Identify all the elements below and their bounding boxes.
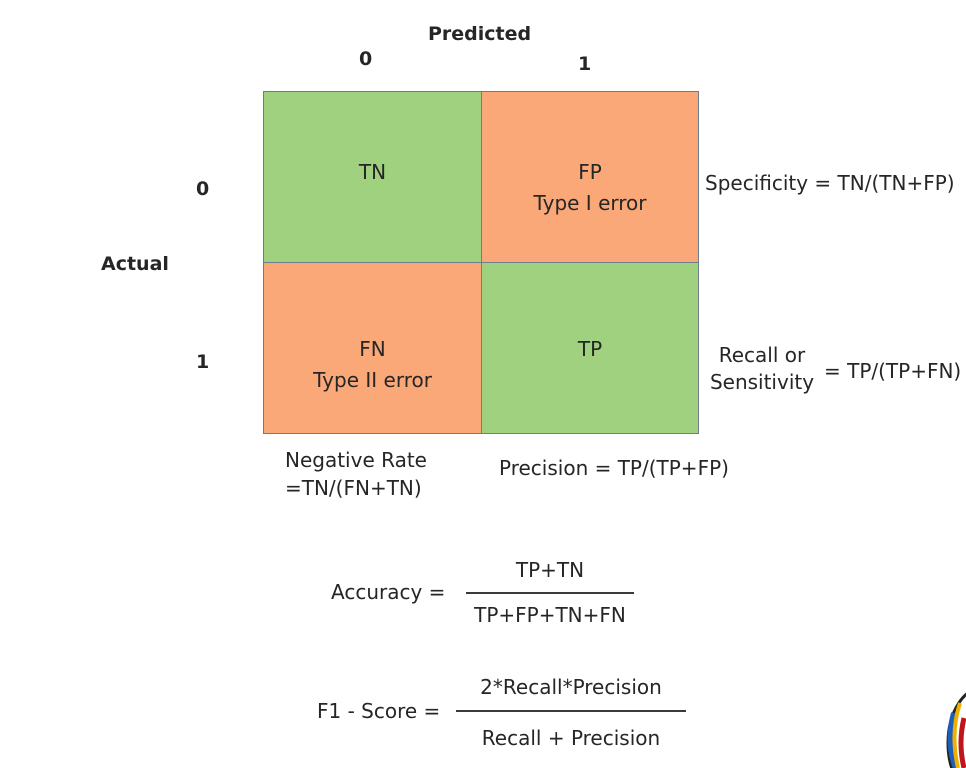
predicted-axis-title: Predicted <box>428 23 532 45</box>
recall-label: Recall or Sensitivity <box>704 342 820 396</box>
f1-fraction: 2*Recall*Precision Recall + Precision <box>456 673 686 752</box>
cell-false-positive: FP Type I error <box>481 91 699 263</box>
recall-label-line1: Recall or <box>718 343 806 367</box>
accuracy-denominator: TP+FP+TN+FN <box>474 603 626 627</box>
recall-formula: = TP/(TP+FN) <box>824 359 962 383</box>
negative-rate: Negative Rate =TN/(FN+TN) <box>285 446 427 502</box>
predicted-tick-0: 0 <box>359 48 373 70</box>
precision-formula: Precision = TP/(TP+FP) <box>499 456 729 480</box>
accuracy-fraction: TP+TN TP+FP+TN+FN <box>466 556 634 629</box>
f1-label: F1 - Score = <box>317 699 441 723</box>
negative-rate-line1: Negative Rate <box>285 448 427 472</box>
f1-denominator: Recall + Precision <box>481 726 661 750</box>
cell-fp-label: FP <box>578 160 602 184</box>
actual-axis-title: Actual <box>101 253 169 275</box>
actual-tick-1: 1 <box>196 351 210 373</box>
negative-rate-line2: =TN/(FN+TN) <box>285 476 422 500</box>
f1-fraction-bar <box>456 710 686 712</box>
cell-true-negative: TN <box>263 91 482 263</box>
accuracy-label: Accuracy = <box>331 580 446 604</box>
cell-fn-label: FN <box>359 337 386 361</box>
accuracy-fraction-bar <box>466 592 634 594</box>
recall-label-line2: Sensitivity <box>709 370 815 394</box>
cell-tn-label: TN <box>358 160 387 184</box>
f1-numerator: 2*Recall*Precision <box>480 675 662 699</box>
cell-fn-sublabel: Type II error <box>313 368 432 392</box>
cell-fp-sublabel: Type I error <box>533 191 647 215</box>
actual-tick-0: 0 <box>196 178 210 200</box>
corner-logo-icon <box>944 673 966 768</box>
accuracy-numerator: TP+TN <box>515 558 585 582</box>
cell-true-positive: TP <box>481 262 699 434</box>
corner-logo-svg <box>946 692 966 768</box>
specificity-formula: Specificity = TN/(TN+FP) <box>705 171 955 195</box>
predicted-tick-1: 1 <box>578 53 592 75</box>
cell-false-negative: FN Type II error <box>263 262 482 434</box>
cell-tp-label: TP <box>577 337 603 361</box>
